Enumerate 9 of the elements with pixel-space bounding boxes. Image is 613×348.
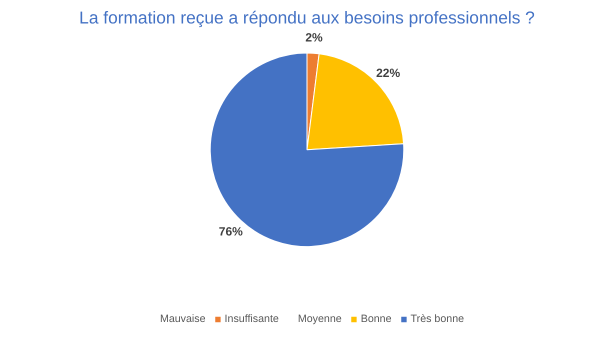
legend-label: Très bonne xyxy=(410,313,464,325)
category-label: Moyenne xyxy=(298,313,342,325)
chart-title: La formation reçue a répondu aux besoins professionnels ? xyxy=(79,8,535,28)
category-label: Mauvaise xyxy=(160,313,206,325)
data-label: 22% xyxy=(376,66,400,80)
data-label: 2% xyxy=(305,30,323,45)
legend-label: Insuffisante xyxy=(224,313,279,325)
data-label: 76% xyxy=(218,224,244,239)
legend-label: Bonne xyxy=(360,313,392,325)
